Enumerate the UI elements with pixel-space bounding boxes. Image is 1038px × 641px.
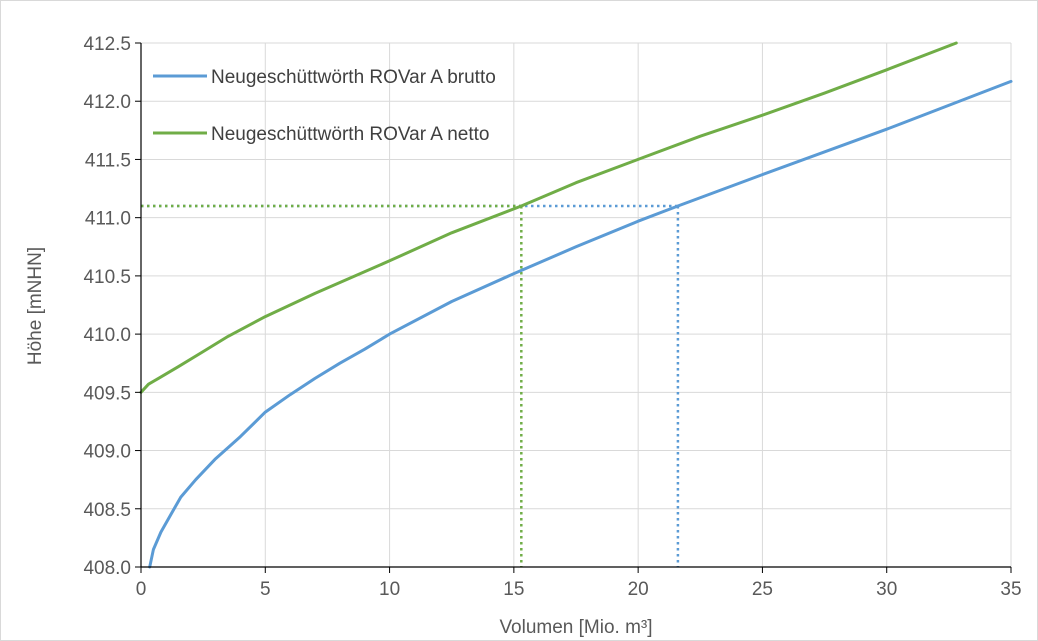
y-tick-label-3: 409.5: [83, 383, 131, 404]
y-tick-label-5: 410.5: [83, 267, 131, 288]
y-axis-title: Höhe [mNHN]: [25, 247, 46, 365]
series-line-brutto: [148, 79, 1013, 569]
x-tick-label-5: 25: [752, 579, 773, 600]
legend-label-brutto: Neugeschüttwörth ROVar A brutto: [211, 67, 496, 88]
x-tick-label-2: 10: [379, 579, 400, 600]
series-line-netto: [139, 41, 958, 394]
x-tick-label-4: 20: [628, 579, 649, 600]
y-tick-label-9: 412.5: [83, 34, 131, 55]
y-tick-label-0: 408.0: [83, 558, 131, 579]
x-tick-label-7: 35: [1000, 579, 1021, 600]
y-tick-label-6: 411.0: [85, 209, 131, 230]
y-tick-label-4: 410.0: [83, 325, 131, 346]
reference-lines: [141, 204, 680, 567]
y-tick-label-1: 408.5: [83, 500, 131, 521]
y-tick-label-2: 409.0: [83, 442, 131, 463]
legend-label-netto: Neugeschüttwörth ROVar A netto: [211, 124, 489, 145]
y-tick-label-8: 412.0: [83, 92, 131, 113]
series: [139, 41, 1013, 569]
legend: Neugeschüttwörth ROVar A brutto Neugesch…: [153, 67, 496, 145]
axes: 408.0 408.5 409.0 409.5 410.0 410.5 411.0 411.5…: [83, 34, 1021, 600]
grid: [141, 42, 1012, 567]
legend-item-brutto: Neugeschüttwörth ROVar A brutto: [153, 67, 496, 88]
x-tick-label-0: 0: [136, 579, 147, 600]
x-tick-label-3: 15: [503, 579, 524, 600]
x-tick-label-6: 30: [876, 579, 897, 600]
x-tick-label-1: 5: [260, 579, 271, 600]
legend-item-netto: Neugeschüttwörth ROVar A netto: [153, 124, 489, 145]
y-tick-label-7: 411.5: [85, 150, 131, 171]
x-axis-title: Volumen [Mio. m³]: [499, 617, 652, 638]
